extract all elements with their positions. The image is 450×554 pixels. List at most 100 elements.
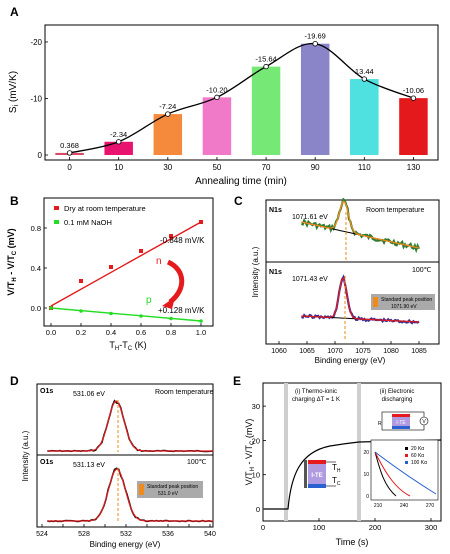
panel-e-voltmeter-icon	[419, 416, 429, 426]
panel-a-points	[66, 41, 417, 156]
panel-c-ylabel: Intensity (a.u.)	[251, 246, 260, 297]
panel-b-point-naoh	[169, 316, 173, 321]
panel-d-x-tick-label: 528	[78, 531, 90, 538]
panel-d-standard-box	[137, 481, 203, 498]
panel-b-point-naoh	[139, 314, 143, 318]
panel-a-bar-130	[399, 98, 428, 155]
panel-e-charge-end-marker	[357, 383, 361, 521]
panel-b-slope-n: -0.848 mV/K	[160, 236, 205, 245]
panel-e-device-electrode	[304, 460, 307, 488]
panel-a-x-tick-label: 70	[262, 163, 271, 172]
panel-d-box-line1: Standard peak position	[147, 484, 198, 490]
panel-e-frame	[262, 382, 442, 522]
panel-e-voltmeter-label: V	[422, 419, 426, 425]
panel-a-ylabel: Si (mV/K)	[8, 71, 20, 113]
panel-e-circuit: I-TE R V	[378, 411, 429, 431]
panel-a-value-label: -2.34	[110, 130, 127, 139]
panel-d-standard-marker	[139, 484, 144, 495]
panel-d-fit-bottom	[47, 468, 214, 522]
panel-b-point-dry	[139, 249, 143, 253]
panel-c: C Intensity (a.u.) N1s N1s 1071.61 eV 10…	[234, 194, 440, 365]
panel-b-point-naoh	[49, 306, 53, 310]
panel-c-cond-top: Room temperature	[366, 207, 424, 214]
panel-b-point-naoh	[109, 311, 113, 316]
panel-b-ylabel: V/TH - V/TC (mV)	[6, 228, 18, 295]
panel-e-y-tick-label: 0	[256, 505, 260, 514]
panel-b-x-tick-label: 0.4	[106, 328, 116, 337]
panel-e-th-label: TH	[332, 463, 341, 474]
panel-b-slope-p: +0.128 mV/K	[158, 306, 205, 315]
panel-d-cond-bottom: 100℃	[187, 459, 207, 466]
panel-b-label-n: n	[156, 256, 162, 267]
panel-c-peak-top: 1071.61 eV	[292, 214, 328, 221]
panel-e-voltage-curve	[264, 439, 442, 510]
panel-e-inset-ytick-20: 20	[363, 450, 369, 456]
panel-e-ylabel: V/TH - V/TC (mV)	[244, 419, 256, 486]
panel-d-fit-top	[47, 400, 214, 452]
panel-b-arrowhead-icon	[162, 297, 175, 309]
panel-d-cond-top: Room temperature	[155, 389, 213, 396]
panel-c-peak-bottom: 1071.43 eV	[292, 276, 328, 283]
panel-c-cond-bottom: 100℃	[412, 267, 432, 274]
panel-d-x-tick-label: 524	[36, 531, 48, 538]
panel-e-inset: 20 Kα 60 Kα 100 Kα 20 10 0 210 240 270	[363, 439, 439, 509]
panel-a-value-label: -7.24	[159, 102, 176, 111]
panel-b-point-dry	[199, 220, 203, 224]
panel-e-inset-ytick-10: 10	[363, 472, 369, 478]
panel-e-x-tick-label: 300	[425, 523, 438, 532]
panel-e-x-tick-label: 200	[369, 523, 382, 532]
panel-c-standard-box	[371, 294, 435, 310]
panel-e-y-tick-label: 20	[252, 436, 260, 445]
panel-a-x-tick-label: 30	[163, 163, 172, 172]
panel-e-x-tick-label: 0	[261, 523, 265, 532]
panel-d-raw-top	[47, 399, 214, 453]
panel-d-ylabel: Intensity (a.u.)	[21, 430, 30, 481]
panel-b-legend-dry: Dry at room temperature	[64, 204, 146, 213]
panel-b-fit-line-naoh	[50, 307, 202, 322]
panel-e-inset-legend-60: 60 Kα	[411, 453, 424, 459]
panel-e-inset-legend-20: 20 Kα	[411, 446, 424, 452]
panel-e-x-ticks: 0 100 200 300	[261, 518, 437, 532]
panel-e-device-cold-side	[308, 484, 326, 488]
panel-d: D Intensity (a.u.) O1s O1s 531.06 eV 531…	[10, 374, 216, 549]
panel-b-legend-marker-naoh	[54, 220, 59, 224]
panel-b-fit-line-dry	[50, 221, 202, 307]
panel-a-y-tick-label: -10	[30, 94, 42, 103]
panel-e-charge-start-marker	[284, 383, 288, 521]
panel-e-y-tick-label: 30	[252, 402, 260, 411]
panel-c-x-tick-label: 1075	[355, 348, 371, 355]
panel-a-y-tick-label: 0	[38, 151, 43, 160]
panel-a-x-ticks: 0 10 30 50 70 90 110 130	[67, 157, 421, 172]
panel-d-x-tick-label: 540	[204, 531, 216, 538]
panel-a-y-tick-label: -20	[30, 38, 42, 47]
panel-e-inset-xtick-270: 270	[426, 503, 435, 509]
panel-c-x-tick-label: 1070	[327, 348, 343, 355]
panel-e-xlabel: Time (s)	[336, 537, 369, 547]
panel-a-value-label: 0.368	[60, 141, 79, 150]
panel-c-fit-top	[301, 200, 420, 249]
panel-a-point	[214, 94, 220, 101]
panel-e-resistor-label: R	[378, 421, 382, 427]
panel-a-bar-30	[153, 114, 183, 155]
panel-c-x-tick-label: 1065	[299, 348, 315, 355]
panel-b-points	[49, 220, 203, 323]
panel-c-label-bottom: N1s	[269, 269, 282, 276]
panel-d-label-top: O1s	[40, 388, 53, 395]
panel-d-xlabel: Binding energy (eV)	[90, 540, 161, 549]
panel-e-device-body	[308, 464, 326, 484]
panel-a-x-tick-label: 90	[311, 163, 320, 172]
panel-b-x-ticks: 0.0 0.2 0.4 0.6 0.8 1.0	[46, 323, 206, 337]
panel-d-x-tick-label: 532	[120, 531, 132, 538]
panel-a-bars: 0.368 -2.34 -7.24 -10.20 -15.64 -19.69 13.44 -1…	[55, 32, 428, 155]
panel-e-letter: E	[233, 374, 241, 388]
panel-a-value-label: -10.20	[206, 85, 227, 94]
panel-b-x-tick-label: 0.6	[136, 328, 146, 337]
panel-e-circuit-cold	[392, 426, 410, 429]
panel-e-header-right-2: discharging	[382, 397, 413, 403]
panel-d-peak-bottom: 531.13 eV	[73, 462, 105, 469]
panel-e-circuit-body	[392, 417, 410, 426]
panel-a-point	[165, 111, 171, 117]
panel-e-y-tick-label: 10	[252, 471, 260, 480]
